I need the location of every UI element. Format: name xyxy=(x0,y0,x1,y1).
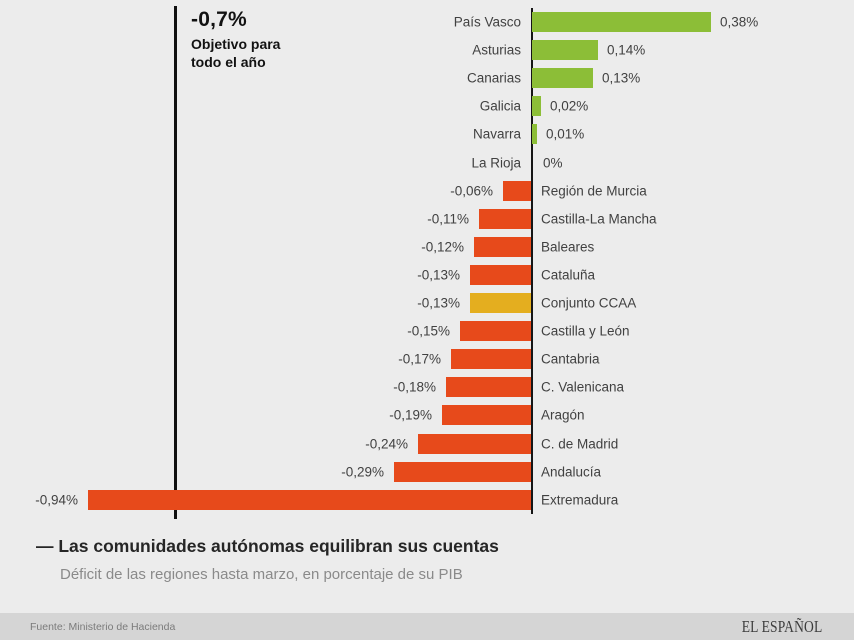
bar-row: Cantabria -0,17% xyxy=(0,345,854,373)
bar-value: -0,06% xyxy=(450,183,493,199)
bar-value: -0,12% xyxy=(421,239,464,255)
bar-row: Cataluña -0,13% xyxy=(0,261,854,289)
bar-label: Navarra xyxy=(472,126,521,142)
bar xyxy=(470,293,531,313)
bar-label: C. Valenicana xyxy=(541,379,625,395)
bar-value: 0,13% xyxy=(602,70,641,86)
bar-label: La Rioja xyxy=(471,155,521,171)
title-block: — Las comunidades autónomas equilibran s… xyxy=(0,536,854,583)
bar-row: Conjunto CCAA -0,13% xyxy=(0,289,854,317)
bar-value: 0,38% xyxy=(720,14,759,30)
bar xyxy=(418,434,531,454)
bar-label: Asturias xyxy=(472,42,521,58)
bar-value: -0,15% xyxy=(407,323,450,339)
bar-label: Región de Murcia xyxy=(541,183,647,199)
bar-label: Cataluña xyxy=(541,267,596,283)
bar-row: Navarra 0,01% xyxy=(0,120,854,148)
target-value-label: -0,7% xyxy=(191,8,247,31)
chart-subtitle: Déficit de las regiones hasta marzo, en … xyxy=(60,566,463,583)
bar-row: C. Valenicana -0,18% xyxy=(0,373,854,401)
bar-value: -0,24% xyxy=(365,436,408,452)
target-line xyxy=(174,6,177,519)
bar-label: Castilla-La Mancha xyxy=(541,211,657,227)
bar-label: Canarias xyxy=(466,70,521,86)
bar xyxy=(532,124,537,144)
bar-row: Asturias 0,14% xyxy=(0,36,854,64)
bar-label: Andalucía xyxy=(541,464,602,480)
bar-label: Extremadura xyxy=(541,492,619,508)
bar xyxy=(446,377,531,397)
footer-bar: Fuente: Ministerio de Hacienda EL ESPAÑO… xyxy=(0,613,854,640)
bar-label: Baleares xyxy=(541,239,595,255)
bar-row: C. de Madrid -0,24% xyxy=(0,430,854,458)
bar-label: C. de Madrid xyxy=(541,436,619,452)
bar xyxy=(88,490,531,510)
bar xyxy=(394,462,531,482)
bar-value: -0,13% xyxy=(417,267,460,283)
bar xyxy=(470,265,531,285)
bar-value: -0,17% xyxy=(398,351,441,367)
bar-value: -0,19% xyxy=(389,407,432,423)
bar-row: Galicia 0,02% xyxy=(0,92,854,120)
bar-label: Cantabria xyxy=(541,351,600,367)
bar-row: Región de Murcia -0,06% xyxy=(0,177,854,205)
zero-axis-line xyxy=(531,8,533,514)
bar-row: La Rioja 0% xyxy=(0,149,854,177)
bar-value: 0,14% xyxy=(607,42,646,58)
bar-row: País Vasco 0,38% xyxy=(0,8,854,36)
bar-label: País Vasco xyxy=(453,14,521,30)
bar-row: Extremadura -0,94% xyxy=(0,486,854,514)
bar xyxy=(442,405,531,425)
bar xyxy=(503,181,531,201)
bar xyxy=(532,68,593,88)
bar-label: Galicia xyxy=(479,98,521,114)
target-annotation: -0,7% Objetivo para todo el año xyxy=(191,8,297,71)
bar-value: 0% xyxy=(543,155,563,171)
bar-value: -0,18% xyxy=(393,379,436,395)
bar xyxy=(532,96,541,116)
bar-row: Castilla-La Mancha -0,11% xyxy=(0,205,854,233)
bar xyxy=(474,237,531,257)
bar-value: -0,29% xyxy=(341,464,384,480)
bar-value: -0,13% xyxy=(417,295,460,311)
deficit-bar-chart: -0,7% Objetivo para todo el año País Vas… xyxy=(0,6,854,519)
bar-value: 0,02% xyxy=(550,98,589,114)
bar-row: Aragón -0,19% xyxy=(0,401,854,429)
bar-row: Baleares -0,12% xyxy=(0,233,854,261)
bar-label: Aragón xyxy=(541,407,585,423)
source-label: Fuente: Ministerio de Hacienda xyxy=(30,620,176,633)
bar xyxy=(532,12,711,32)
bar xyxy=(479,209,531,229)
bar-value: -0,11% xyxy=(427,211,469,227)
bar-value: 0,01% xyxy=(546,126,585,142)
bar-row: Canarias 0,13% xyxy=(0,64,854,92)
target-sublabel: Objetivo para todo el año xyxy=(191,36,281,70)
bar-label: Castilla y León xyxy=(541,323,630,339)
bar xyxy=(460,321,531,341)
bar-row: Andalucía -0,29% xyxy=(0,458,854,486)
bar-row: Castilla y León -0,15% xyxy=(0,317,854,345)
bar xyxy=(532,40,598,60)
brand-logo: EL ESPAÑOL xyxy=(741,616,822,636)
chart-title: — Las comunidades autónomas equilibran s… xyxy=(36,536,499,556)
bar xyxy=(451,349,531,369)
bar-value: -0,94% xyxy=(35,492,78,508)
bar-label: Conjunto CCAA xyxy=(541,295,637,311)
